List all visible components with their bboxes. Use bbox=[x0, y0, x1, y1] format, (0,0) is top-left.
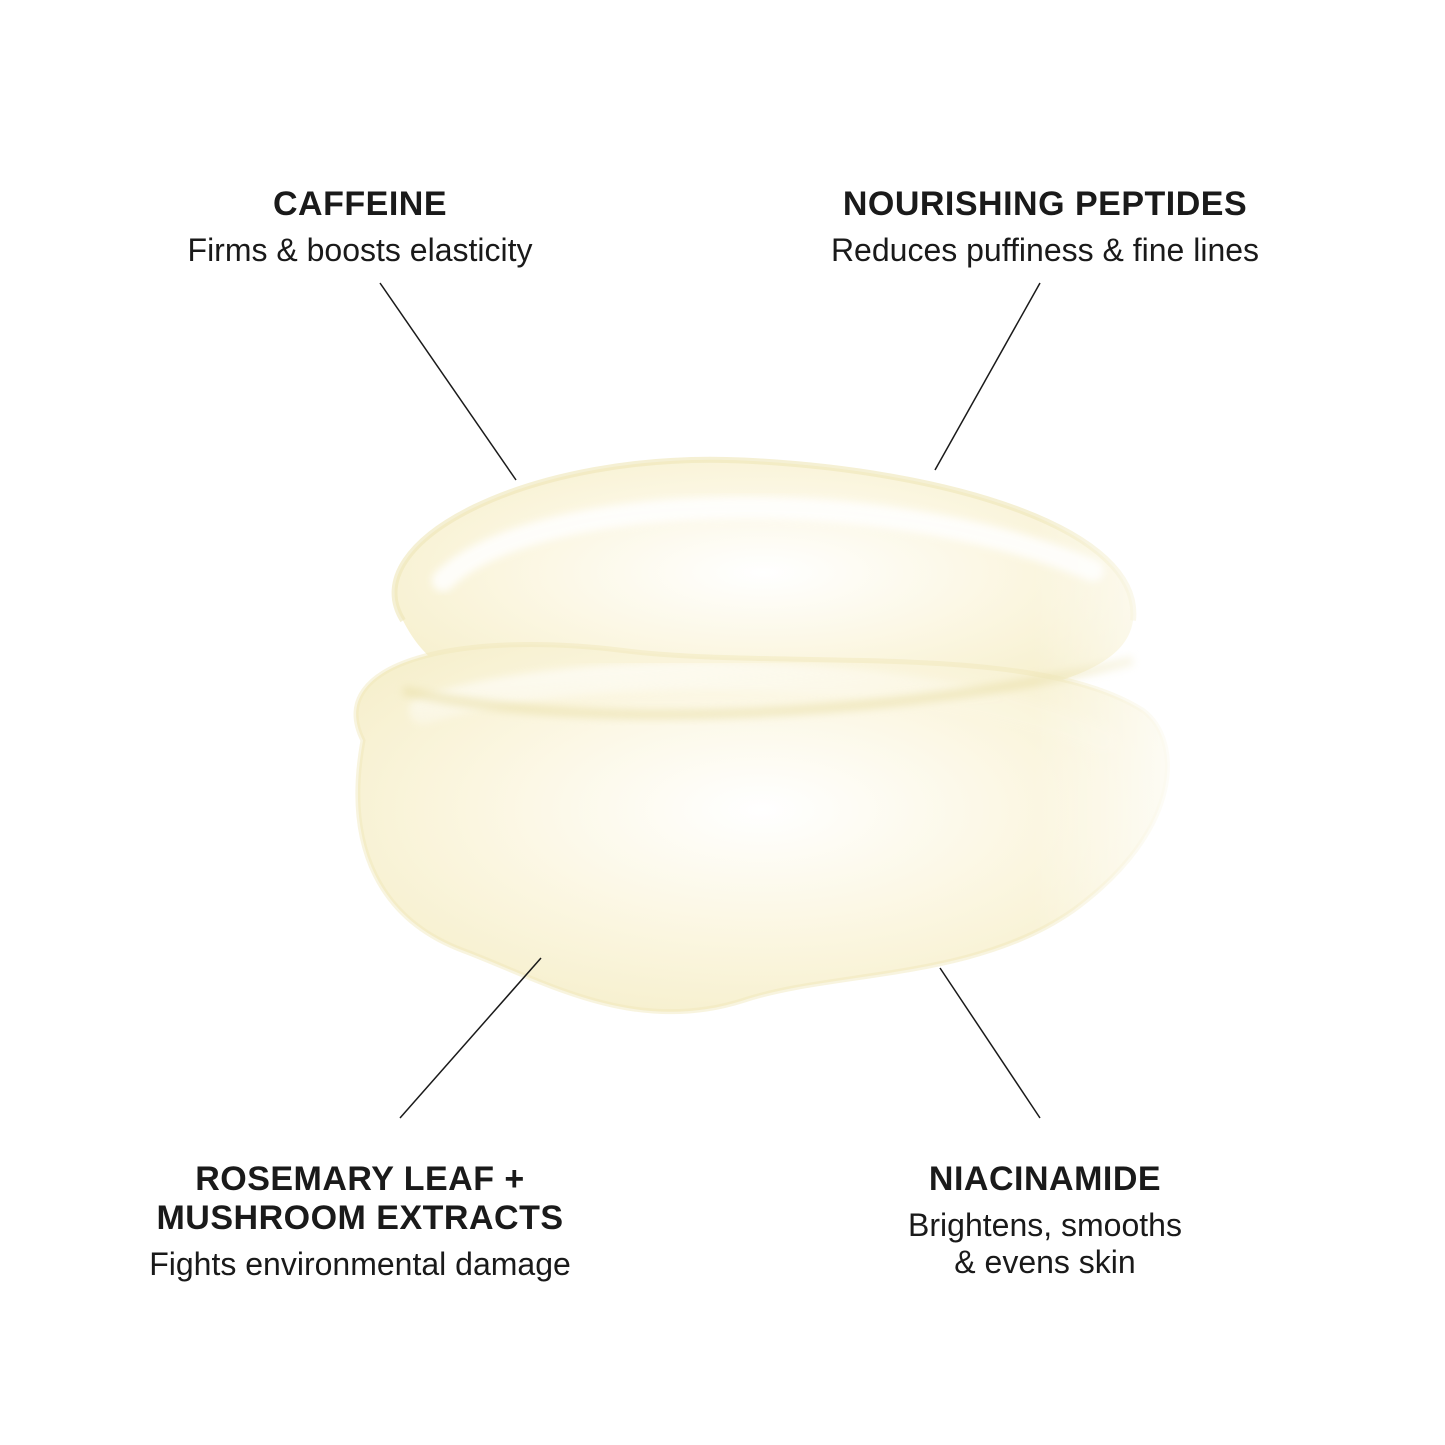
product-swatch bbox=[273, 410, 1173, 1035]
callout-title: NOURISHING PEPTIDES bbox=[645, 185, 1445, 224]
swatch-graphic bbox=[273, 410, 1173, 1030]
callout-desc: Brightens, smooths & evens skin bbox=[645, 1207, 1445, 1281]
callout-peptides: NOURISHING PEPTIDES Reduces puffiness & … bbox=[645, 185, 1445, 269]
swatch-fade bbox=[1033, 410, 1173, 1030]
callout-desc: Reduces puffiness & fine lines bbox=[645, 232, 1445, 269]
callout-niacinamide: NIACINAMIDE Brightens, smooths & evens s… bbox=[645, 1160, 1445, 1281]
infographic-canvas: CAFFEINE Firms & boosts elasticity NOURI… bbox=[0, 0, 1445, 1445]
callout-title: NIACINAMIDE bbox=[645, 1160, 1445, 1199]
